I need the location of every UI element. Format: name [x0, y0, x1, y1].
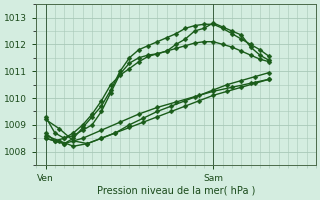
X-axis label: Pression niveau de la mer( hPa ): Pression niveau de la mer( hPa ) [97, 186, 255, 196]
